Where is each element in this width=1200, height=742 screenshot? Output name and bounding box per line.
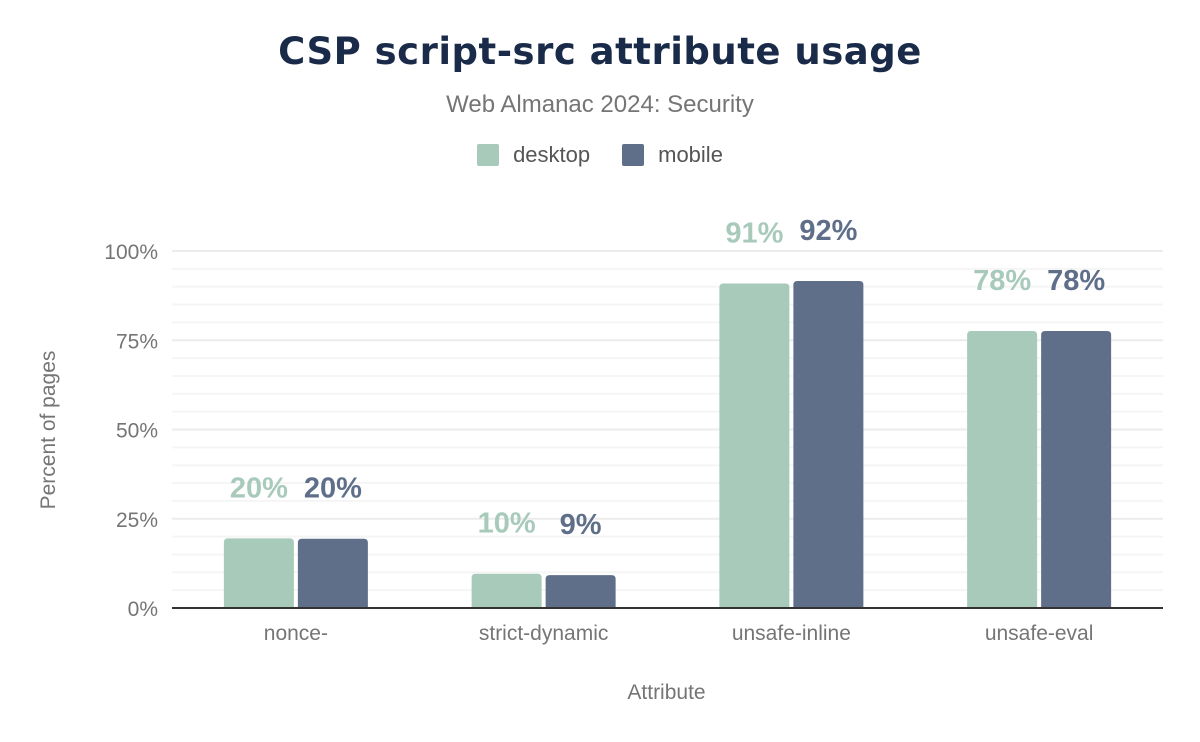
data-label-mobile: 9% (560, 509, 602, 541)
legend-item-desktop[interactable]: desktop (477, 142, 590, 168)
chart-subtitle: Web Almanac 2024: Security (446, 91, 754, 118)
data-label-mobile: 78% (1047, 265, 1105, 297)
x-axis-title: Attribute (627, 681, 705, 704)
legend: desktop mobile (0, 142, 1200, 168)
legend-item-mobile[interactable]: mobile (622, 142, 723, 168)
data-label-desktop: 91% (725, 217, 783, 249)
bar-mobile (545, 575, 616, 608)
bar-desktop (719, 283, 790, 608)
x-tick-label: unsafe-eval (985, 622, 1094, 645)
bar-mobile (793, 280, 864, 608)
chart-title: CSP script-src attribute usage (278, 30, 922, 73)
bar-desktop (223, 538, 294, 608)
legend-swatch-mobile (622, 144, 645, 166)
y-tick-label: 50% (116, 420, 158, 443)
data-label-mobile: 20% (304, 473, 362, 505)
bar-desktop (471, 573, 542, 608)
bar-mobile (1041, 330, 1112, 608)
y-tick-label: 75% (116, 330, 158, 353)
legend-label-mobile: mobile (658, 142, 723, 167)
x-tick-label: nonce- (264, 622, 328, 645)
bar-desktop (967, 330, 1038, 608)
data-label-desktop: 78% (973, 265, 1031, 297)
y-tick-label: 0% (128, 598, 158, 621)
legend-label-desktop: desktop (513, 142, 591, 167)
x-tick-label: strict-dynamic (479, 622, 609, 645)
data-label-mobile: 92% (799, 215, 857, 247)
y-tick-label: 25% (116, 509, 158, 532)
y-tick-label: 100% (104, 241, 158, 264)
data-label-desktop: 10% (478, 508, 536, 540)
x-tick-label: unsafe-inline (732, 622, 851, 645)
data-label-desktop: 20% (230, 472, 288, 504)
legend-swatch-desktop (477, 144, 500, 166)
y-axis-title: Percent of pages (37, 351, 60, 510)
bar-mobile (297, 538, 368, 608)
